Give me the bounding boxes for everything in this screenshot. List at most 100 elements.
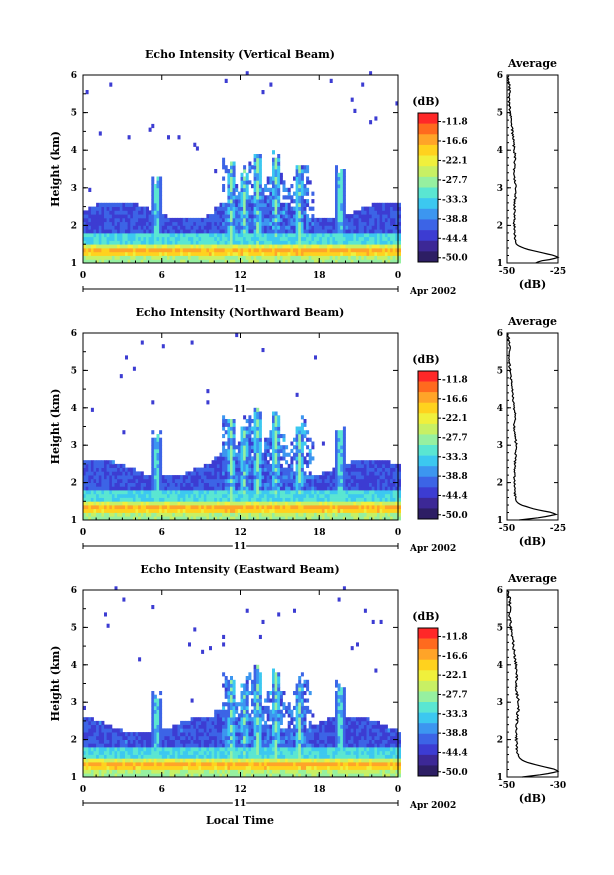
heatmap-cell bbox=[132, 512, 136, 517]
heatmap-cell bbox=[277, 501, 281, 506]
heatmap-cell bbox=[369, 210, 373, 215]
heatmap-cell bbox=[151, 724, 155, 729]
heatmap-cell bbox=[222, 161, 226, 166]
heatmap-cell bbox=[159, 236, 163, 241]
heatmap-cell bbox=[98, 255, 102, 260]
heatmap-cell bbox=[371, 255, 375, 260]
heatmap-cell bbox=[227, 437, 231, 442]
heatmap-cell bbox=[277, 180, 281, 185]
heatmap-cell bbox=[237, 229, 241, 234]
heatmap-cell bbox=[153, 720, 157, 725]
heatmap-cell bbox=[398, 505, 401, 510]
heatmap-cell bbox=[125, 743, 128, 748]
heatmap-cell bbox=[327, 516, 331, 521]
heatmap-cell bbox=[151, 180, 155, 185]
heatmap-cell bbox=[153, 739, 157, 744]
heatmap-cell bbox=[324, 225, 328, 230]
heatmap-cell bbox=[300, 497, 304, 502]
heatmap-cell bbox=[390, 467, 394, 472]
heatmap-cell bbox=[306, 437, 310, 442]
heatmap-cell bbox=[140, 493, 144, 498]
heatmap-cell bbox=[311, 248, 315, 253]
heatmap-cell bbox=[138, 210, 142, 215]
colorbar-label: -38.8 bbox=[442, 215, 468, 225]
heatmap-cell bbox=[356, 251, 359, 256]
heatmap-cell bbox=[119, 765, 123, 770]
heatmap-cell bbox=[127, 497, 131, 502]
heatmap-cell bbox=[106, 217, 110, 223]
heatmap-cell bbox=[392, 244, 396, 249]
heatmap-cell bbox=[156, 445, 160, 450]
heatmap-cell bbox=[146, 255, 149, 260]
heatmap-cell bbox=[290, 471, 294, 476]
heatmap-cell bbox=[227, 184, 231, 189]
heatmap-cell bbox=[203, 482, 207, 487]
heatmap-cell bbox=[111, 765, 115, 770]
heatmap-cell bbox=[321, 225, 325, 230]
heatmap-cell bbox=[96, 460, 100, 465]
heatmap-cell bbox=[345, 501, 349, 506]
colorbar-label: -11.8 bbox=[442, 375, 468, 385]
heatmap-cell bbox=[251, 229, 254, 234]
heatmap-cell bbox=[277, 191, 281, 196]
heatmap-cell bbox=[167, 255, 170, 260]
heatmap-cell bbox=[195, 221, 199, 226]
heatmap-cell bbox=[127, 232, 131, 238]
heatmap-cell bbox=[274, 478, 278, 483]
heatmap-cell bbox=[174, 490, 178, 495]
heatmap-cell bbox=[138, 739, 142, 744]
heatmap-cell bbox=[219, 244, 223, 249]
heatmap-cell bbox=[245, 512, 249, 517]
heatmap-cell bbox=[211, 482, 215, 487]
heatmap-cell bbox=[109, 743, 113, 748]
heatmap-cell bbox=[342, 490, 346, 495]
heatmap-cell bbox=[140, 244, 144, 249]
heatmap-cell bbox=[219, 475, 223, 480]
heatmap-cell bbox=[235, 471, 239, 476]
heatmap-cell bbox=[256, 225, 260, 230]
heatmap-cell bbox=[172, 475, 176, 480]
heatmap-cell bbox=[106, 232, 110, 238]
heatmap-cell bbox=[279, 505, 283, 510]
heatmap-cell bbox=[111, 467, 115, 472]
heatmap-cell bbox=[83, 743, 86, 748]
heatmap-cell bbox=[298, 452, 302, 457]
heatmap-cell bbox=[98, 202, 102, 207]
heatmap-cell bbox=[350, 512, 354, 517]
heatmap-cell bbox=[374, 259, 378, 264]
heatmap-cell bbox=[243, 437, 247, 442]
heatmap-cell bbox=[101, 236, 105, 241]
heatmap-cell bbox=[85, 743, 89, 748]
heatmap-cell bbox=[253, 426, 257, 431]
heatmap-cell bbox=[114, 244, 118, 249]
heatmap-cell bbox=[361, 240, 365, 245]
heatmap-cell bbox=[190, 486, 194, 491]
heatmap-cell bbox=[308, 497, 312, 502]
heatmap-cell bbox=[135, 248, 139, 253]
heatmap-cell bbox=[282, 259, 286, 264]
heatmap-cell bbox=[248, 493, 252, 498]
heatmap-cell bbox=[222, 419, 226, 424]
heatmap-cell bbox=[340, 244, 344, 249]
heatmap-cell bbox=[300, 206, 304, 211]
heatmap-cell bbox=[177, 244, 181, 249]
heatmap-cell bbox=[219, 452, 223, 457]
heatmap-cell bbox=[235, 210, 239, 215]
heatmap-cell bbox=[379, 486, 383, 491]
heatmap-cell bbox=[235, 516, 239, 521]
heatmap-cell bbox=[287, 259, 291, 264]
heatmap-cell bbox=[295, 392, 299, 397]
heatmap-cell bbox=[117, 490, 121, 495]
heatmap-cell bbox=[164, 475, 168, 480]
heatmap-cell bbox=[272, 244, 275, 249]
heatmap-cell bbox=[174, 240, 178, 245]
heatmap-cell bbox=[358, 516, 362, 521]
heatmap-cell bbox=[140, 501, 144, 506]
heatmap-cell bbox=[285, 255, 289, 260]
heatmap-cell bbox=[253, 452, 257, 457]
heatmap-cell bbox=[182, 229, 186, 234]
heatmap-cell bbox=[159, 475, 163, 480]
heatmap-cell bbox=[206, 400, 210, 405]
heatmap-cell bbox=[248, 501, 252, 506]
heatmap-cell bbox=[117, 750, 121, 755]
